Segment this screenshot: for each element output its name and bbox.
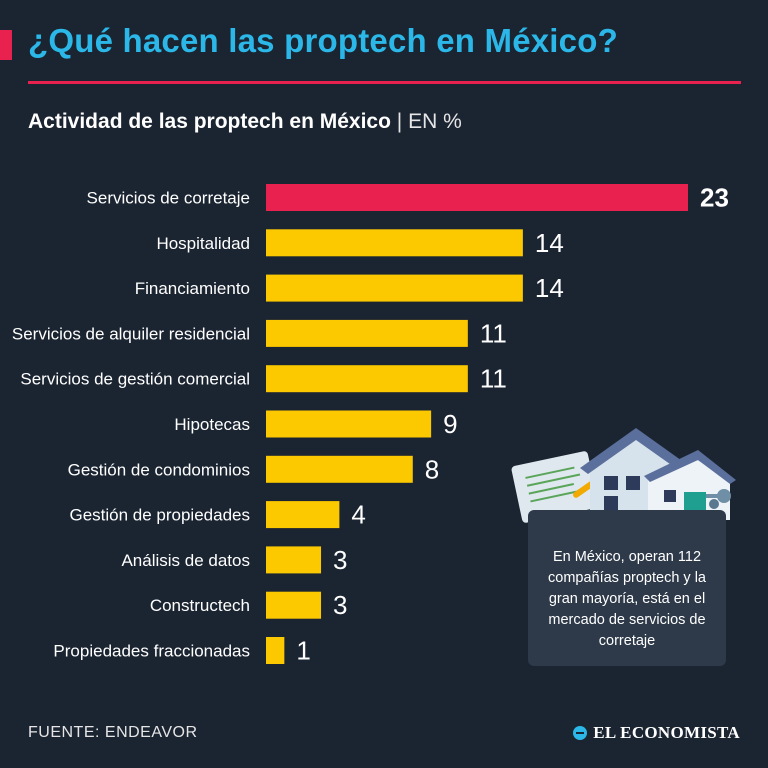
category-label: Hospitalidad — [156, 234, 250, 253]
title-accent-bar — [0, 30, 12, 60]
category-label: Propiedades fraccionadas — [53, 642, 250, 661]
category-label: Servicios de gestión comercial — [20, 370, 250, 389]
value-label: 3 — [333, 590, 347, 620]
value-label: 4 — [351, 500, 365, 530]
value-label: 3 — [333, 545, 347, 575]
value-label: 11 — [480, 318, 507, 348]
bar — [266, 637, 285, 664]
category-label: Hipotecas — [174, 415, 250, 434]
brand-name: EL ECONOMISTA — [593, 723, 740, 742]
bar — [266, 410, 432, 438]
bar — [266, 546, 322, 574]
note-callout: En México, operan 112 compañías proptech… — [528, 510, 726, 666]
title-divider — [28, 81, 741, 84]
value-label: 23 — [700, 183, 729, 213]
category-label: Gestión de condominios — [68, 460, 250, 479]
house-illustration — [511, 428, 736, 523]
bar — [266, 184, 688, 211]
bar — [266, 274, 523, 302]
chart-subtitle: Actividad de las proptech en México | EN… — [28, 110, 462, 134]
category-label: Constructech — [150, 596, 250, 615]
bar — [266, 319, 468, 347]
value-label: 11 — [480, 364, 507, 394]
chart-unit: | EN % — [396, 110, 462, 133]
brand-mark-icon — [573, 726, 588, 740]
value-label: 14 — [535, 273, 564, 303]
page-title: ¿Qué hacen las proptech en México? — [28, 22, 618, 59]
value-label: 14 — [535, 228, 564, 258]
value-label: 9 — [443, 409, 457, 439]
category-label: Financiamiento — [135, 279, 250, 298]
bar — [266, 591, 322, 619]
bar — [266, 365, 468, 393]
chart-title: Actividad de las proptech en México — [28, 110, 391, 133]
key-icon — [706, 489, 731, 509]
bar — [266, 455, 413, 483]
category-label: Servicios de alquiler residencial — [12, 324, 250, 343]
value-label: 1 — [296, 636, 310, 666]
brand-logo: EL ECONOMISTA — [573, 723, 740, 743]
note-text: En México, operan 112 compañías proptech… — [548, 549, 706, 649]
category-label: Servicios de corretaje — [87, 189, 250, 208]
source-label: FUENTE: ENDEAVOR — [28, 724, 198, 741]
bar — [266, 501, 340, 529]
value-label: 8 — [425, 454, 439, 484]
bar — [266, 229, 523, 257]
category-label: Gestión de propiedades — [69, 506, 250, 525]
category-label: Análisis de datos — [121, 551, 250, 570]
